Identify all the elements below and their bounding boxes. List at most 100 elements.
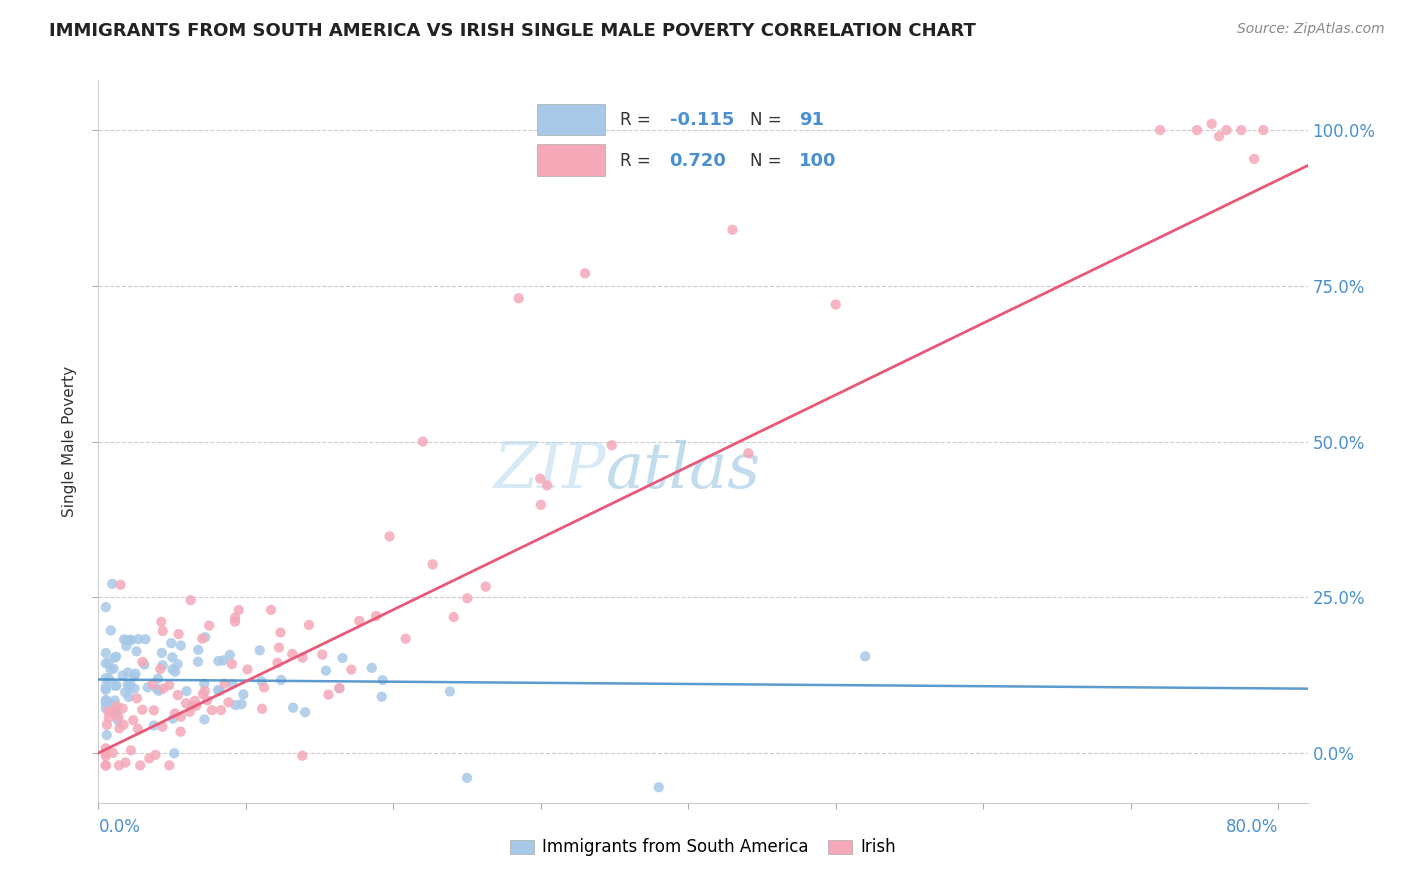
Point xyxy=(187,643,209,657)
Point xyxy=(142,703,165,717)
Point xyxy=(184,694,207,708)
Text: 0.0%: 0.0% xyxy=(98,818,141,837)
Point xyxy=(311,648,333,662)
Point xyxy=(104,679,127,693)
Point xyxy=(260,603,283,617)
Point xyxy=(94,741,117,756)
Point xyxy=(193,713,215,727)
Point xyxy=(122,713,145,727)
Point xyxy=(94,680,117,694)
Point xyxy=(195,693,218,707)
Point xyxy=(105,679,128,693)
Point xyxy=(146,672,169,686)
Point xyxy=(224,610,246,624)
Point xyxy=(194,684,217,698)
Point xyxy=(180,698,202,713)
Point xyxy=(125,691,148,706)
Point xyxy=(281,647,304,661)
Point xyxy=(853,649,876,664)
Point xyxy=(395,632,418,646)
Point xyxy=(294,705,316,719)
Point xyxy=(439,684,461,698)
Point xyxy=(221,677,243,691)
Point xyxy=(94,749,117,764)
Point xyxy=(218,695,240,709)
Point xyxy=(120,677,142,691)
Point xyxy=(146,681,169,696)
Point xyxy=(152,720,174,734)
Point xyxy=(191,687,214,701)
Point xyxy=(149,662,172,676)
Point xyxy=(107,714,129,728)
Point xyxy=(267,640,290,655)
Point xyxy=(162,650,184,665)
Point xyxy=(530,498,553,512)
Point xyxy=(187,655,209,669)
Point xyxy=(94,696,117,710)
Point xyxy=(152,681,174,696)
Point xyxy=(291,748,314,763)
Point xyxy=(124,666,146,681)
Point xyxy=(145,747,167,762)
Point xyxy=(97,711,120,725)
Point xyxy=(150,646,173,660)
Point xyxy=(170,639,193,653)
Point xyxy=(536,478,558,492)
Point xyxy=(474,580,496,594)
Point xyxy=(152,658,174,673)
Point xyxy=(97,656,120,670)
Point xyxy=(94,758,117,772)
Point xyxy=(207,683,229,698)
Point xyxy=(600,438,623,452)
Point xyxy=(443,610,465,624)
Point xyxy=(125,644,148,658)
Point xyxy=(370,690,392,704)
Point xyxy=(176,684,198,698)
Point xyxy=(214,676,236,690)
Point xyxy=(108,758,131,772)
Point xyxy=(508,291,530,305)
Point xyxy=(101,746,124,760)
Point xyxy=(94,600,117,615)
Point xyxy=(194,630,217,644)
Point xyxy=(1185,123,1208,137)
Point xyxy=(250,702,273,716)
Point xyxy=(218,648,240,662)
Point xyxy=(179,705,201,719)
Point xyxy=(120,633,142,648)
Point xyxy=(340,663,363,677)
Point xyxy=(111,701,134,715)
Point xyxy=(118,690,141,704)
Point xyxy=(1243,152,1265,166)
Point xyxy=(94,682,117,697)
Point xyxy=(105,649,128,664)
Point xyxy=(100,663,122,677)
Point xyxy=(1230,123,1253,137)
Point xyxy=(174,696,197,710)
Point xyxy=(281,700,304,714)
Point xyxy=(117,665,139,680)
Point xyxy=(94,693,117,707)
Point xyxy=(169,724,191,739)
Point xyxy=(134,632,156,647)
Point xyxy=(1208,129,1230,144)
Point xyxy=(270,625,292,640)
Point xyxy=(94,694,117,708)
Point xyxy=(412,434,434,449)
Point xyxy=(529,472,551,486)
Point xyxy=(104,693,127,707)
Point xyxy=(138,751,160,765)
Point xyxy=(142,718,165,732)
Point xyxy=(150,615,173,629)
Point xyxy=(114,685,136,699)
Point xyxy=(124,681,146,696)
Point xyxy=(298,618,321,632)
Point xyxy=(104,650,127,665)
Point xyxy=(1215,123,1237,137)
Point xyxy=(105,699,128,714)
Point xyxy=(1149,123,1171,137)
Point xyxy=(162,712,184,726)
Text: IMMIGRANTS FROM SOUTH AMERICA VS IRISH SINGLE MALE POVERTY CORRELATION CHART: IMMIGRANTS FROM SOUTH AMERICA VS IRISH S… xyxy=(49,22,976,40)
Point xyxy=(127,632,149,647)
Point xyxy=(94,701,117,715)
